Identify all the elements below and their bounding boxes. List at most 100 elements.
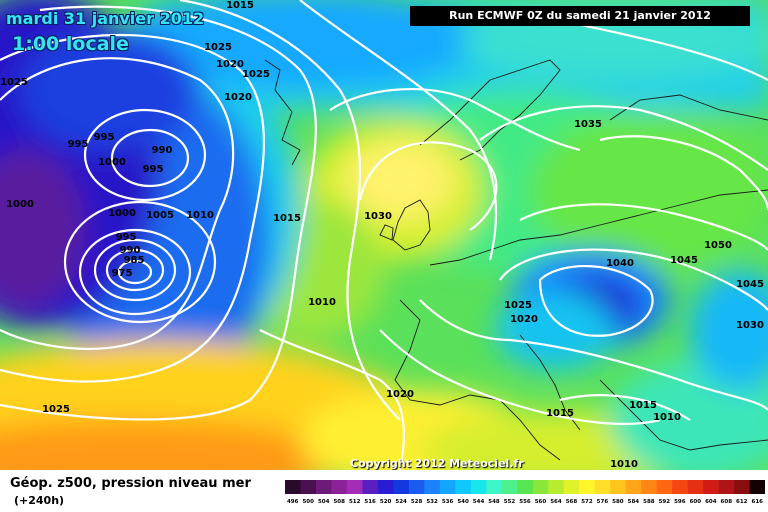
isobar-label: 1035 xyxy=(574,119,602,130)
scale-swatch xyxy=(672,480,688,494)
scale-label: 544 xyxy=(473,499,485,505)
scale-swatch xyxy=(424,480,441,494)
pressure-labels: 1015 1025 1020 1025 1020 1025 995 995 99… xyxy=(0,0,764,470)
scale-label: 612 xyxy=(736,499,748,505)
scale-label: 592 xyxy=(659,499,671,505)
scale-swatch xyxy=(377,480,394,494)
isobars xyxy=(0,0,768,470)
isobar-label: 1010 xyxy=(653,412,681,423)
isobar-label: 1025 xyxy=(204,42,232,53)
scale-swatch xyxy=(470,480,487,494)
isobar-label: 995 xyxy=(68,139,89,150)
scale-label: 564 xyxy=(550,499,562,505)
scale-label: 508 xyxy=(333,499,345,505)
isobar-label: 990 xyxy=(120,245,141,256)
isobar-label: 1025 xyxy=(0,77,28,88)
isobar-label: 1000 xyxy=(6,199,34,210)
scale-label: 604 xyxy=(705,499,717,505)
scale-swatch xyxy=(625,480,642,494)
isobar-label: 1025 xyxy=(242,69,270,80)
scale-swatch xyxy=(703,480,719,494)
scale-label: 568 xyxy=(566,499,578,505)
scale-swatch xyxy=(610,480,626,494)
variable-title: Géop. z500, pression niveau mer xyxy=(10,476,251,491)
isobar-label: 1020 xyxy=(386,389,414,400)
scale-swatch xyxy=(563,480,580,494)
scale-swatch xyxy=(300,480,317,494)
map-panel: 1015 1025 1020 1025 1020 1025 995 995 99… xyxy=(0,0,768,470)
coastlines xyxy=(264,59,768,461)
scale-label: 512 xyxy=(349,499,361,505)
scale-swatch xyxy=(455,480,472,494)
scale-label: 548 xyxy=(488,499,500,505)
scale-swatch xyxy=(501,480,518,494)
scale-label: 576 xyxy=(597,499,609,505)
scale-label: 532 xyxy=(426,499,438,505)
isobar-label: 1010 xyxy=(186,210,214,221)
isobar-label: 1020 xyxy=(224,92,252,103)
scale-swatch xyxy=(346,480,363,494)
isobar-label: 985 xyxy=(124,255,145,266)
isobar-label: 1015 xyxy=(629,400,657,411)
scale-swatch xyxy=(656,480,673,494)
model-run-label: Run ECMWF 0Z du samedi 21 janvier 2012 xyxy=(410,6,750,26)
scale-label: 520 xyxy=(380,499,392,505)
scale-swatch xyxy=(594,480,611,494)
isobar-label: 1045 xyxy=(670,255,698,266)
isobar-label: 1010 xyxy=(610,459,638,470)
isobar-label: 995 xyxy=(143,164,164,175)
scale-label: 516 xyxy=(364,499,376,505)
isobar-label: 1025 xyxy=(42,404,70,415)
scale-label: 608 xyxy=(721,499,733,505)
isobar-label: 975 xyxy=(112,268,133,279)
scale-label: 584 xyxy=(628,499,640,505)
scale-swatch xyxy=(315,480,332,494)
forecast-range: (+240h) xyxy=(14,494,65,507)
scale-label: 616 xyxy=(752,499,764,505)
scale-label: 504 xyxy=(318,499,330,505)
scale-label: 496 xyxy=(287,499,299,505)
scale-label: 556 xyxy=(519,499,531,505)
isobar-label: 1010 xyxy=(308,297,336,308)
forecast-time: 1:00 locale xyxy=(12,33,129,55)
scale-swatch xyxy=(517,480,534,494)
scale-label: 524 xyxy=(395,499,407,505)
scale-swatch xyxy=(548,480,565,494)
scale-swatch xyxy=(718,480,735,494)
scale-label: 580 xyxy=(612,499,624,505)
isobar-label: 990 xyxy=(152,145,173,156)
scale-swatch xyxy=(408,480,425,494)
isobar-label: 1025 xyxy=(504,300,532,311)
isobar-label: 1015 xyxy=(226,0,254,11)
scale-label: 560 xyxy=(535,499,547,505)
scale-swatch xyxy=(641,480,657,494)
isobar-label: 1015 xyxy=(273,213,301,224)
isobar-label: 1000 xyxy=(98,157,126,168)
isobar-label: 1045 xyxy=(736,279,764,290)
isobar-label: 1000 xyxy=(108,208,136,219)
forecast-date: mardi 31 janvier 2012 xyxy=(6,9,205,28)
isobar-label: 1015 xyxy=(546,408,574,419)
color-scale: 496 500 504 508 512 516 520 524 528 532 536 540 544 5… xyxy=(285,480,765,505)
scale-label: 572 xyxy=(581,499,593,505)
scale-swatch xyxy=(532,480,549,494)
isobar-label: 995 xyxy=(116,232,137,243)
scale-swatch xyxy=(393,480,410,494)
scale-swatch xyxy=(734,480,750,494)
isobar-label: 1020 xyxy=(510,314,538,325)
isobar-label: 1030 xyxy=(736,320,764,331)
scale-label: 588 xyxy=(643,499,655,505)
scale-label: 500 xyxy=(302,499,314,505)
scale-swatch xyxy=(687,480,704,494)
isobar-label: 1005 xyxy=(146,210,174,221)
scale-label: 536 xyxy=(442,499,454,505)
scale-swatch xyxy=(439,480,456,494)
copyright-label: Copyright 2012 Meteociel.fr xyxy=(350,457,524,470)
scale-label: 528 xyxy=(411,499,423,505)
isobar-label: 1040 xyxy=(606,258,634,269)
scale-swatch xyxy=(285,480,301,494)
isobar-label: 1050 xyxy=(704,240,732,251)
scale-swatch xyxy=(579,480,595,494)
scale-label: 540 xyxy=(457,499,469,505)
